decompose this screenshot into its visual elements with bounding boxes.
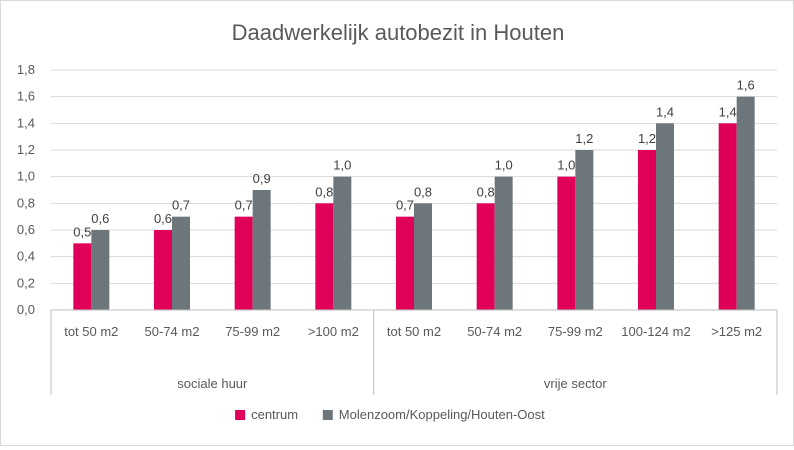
x-group-label: vrije sector [544,376,608,391]
x-category-label: >125 m2 [711,324,762,339]
y-tick-label: 1,6 [17,89,35,104]
bar-centrum [315,203,334,310]
legend-swatch [235,410,246,420]
bar-centrum [396,216,414,310]
bar-molenzoom [736,96,755,311]
y-tick-label: 1,8 [17,62,35,77]
x-category-label: 100-124 m2 [621,324,690,339]
x-category-label: tot 50 m2 [387,324,441,339]
legend: centrum Molenzoom/Koppeling/Houten-Oost [235,407,545,422]
x-axis: tot 50 m2 50-74 m2 75-99 m2 >100 m2 tot 50 m… [50,309,778,395]
y-tick-label: 0,8 [17,195,35,210]
bars [73,96,755,311]
bar-molenzoom [575,150,594,310]
data-label: 1,0 [495,158,513,173]
x-category-label: 50-74 m2 [467,324,522,339]
legend-swatch [322,410,333,420]
bar-centrum [476,203,495,310]
bar-molenzoom [414,203,432,310]
y-tick-label: 0,2 [17,275,35,290]
bar-centrum [234,216,253,310]
y-tick-label: 1,4 [17,115,35,130]
data-label: 0,6 [154,211,172,226]
y-tick-label: 0,4 [17,249,35,264]
x-category-label: >100 m2 [308,324,359,339]
x-category-label: 75-99 m2 [548,324,603,339]
chart-title: Daadwerkelijk autobezit in Houten [232,20,565,45]
bar-molenzoom [172,216,190,310]
data-label: 0,6 [91,211,109,226]
data-label: 1,6 [737,78,755,93]
bar-molenzoom [333,176,352,310]
data-label: 1,4 [719,104,737,119]
y-tick-label: 0,0 [17,302,35,317]
data-label: 1,0 [557,158,575,173]
bar-centrum [154,230,172,310]
data-label: 1,4 [656,104,674,119]
data-label: 0,9 [253,171,271,186]
data-label: 0,8 [315,184,333,199]
x-category-label: tot 50 m2 [64,324,118,339]
y-tick-label: 1,0 [17,169,35,184]
data-labels: 0,50,60,70,80,70,81,01,21,40,60,70,91,00… [73,78,754,240]
legend-label: centrum [251,407,298,422]
data-label: 0,8 [414,184,432,199]
x-category-label: 75-99 m2 [225,324,280,339]
bar-centrum [73,243,92,310]
data-label: 1,0 [333,158,351,173]
x-group-label: sociale huur [177,376,248,391]
data-label: 1,2 [575,131,593,146]
bar-molenzoom [494,176,513,310]
x-category-label: 50-74 m2 [145,324,200,339]
bar-centrum [638,150,656,310]
y-tick-label: 0,6 [17,222,35,237]
data-label: 0,7 [396,198,414,213]
bar-centrum [718,123,737,310]
legend-label: Molenzoom/Koppeling/Houten-Oost [339,407,545,422]
bar-molenzoom [91,230,110,310]
bar-centrum [557,176,576,310]
data-label: 0,8 [477,184,495,199]
data-label: 0,7 [235,198,253,213]
data-label: 1,2 [638,131,656,146]
data-label: 0,5 [73,224,91,239]
y-axis: 0,0 0,2 0,4 0,6 0,8 1,0 1,2 1,4 1,6 1,8 [17,62,35,317]
bar-molenzoom [252,190,271,310]
data-label: 0,7 [172,198,190,213]
bar-molenzoom [656,123,674,310]
y-tick-label: 1,2 [17,142,35,157]
